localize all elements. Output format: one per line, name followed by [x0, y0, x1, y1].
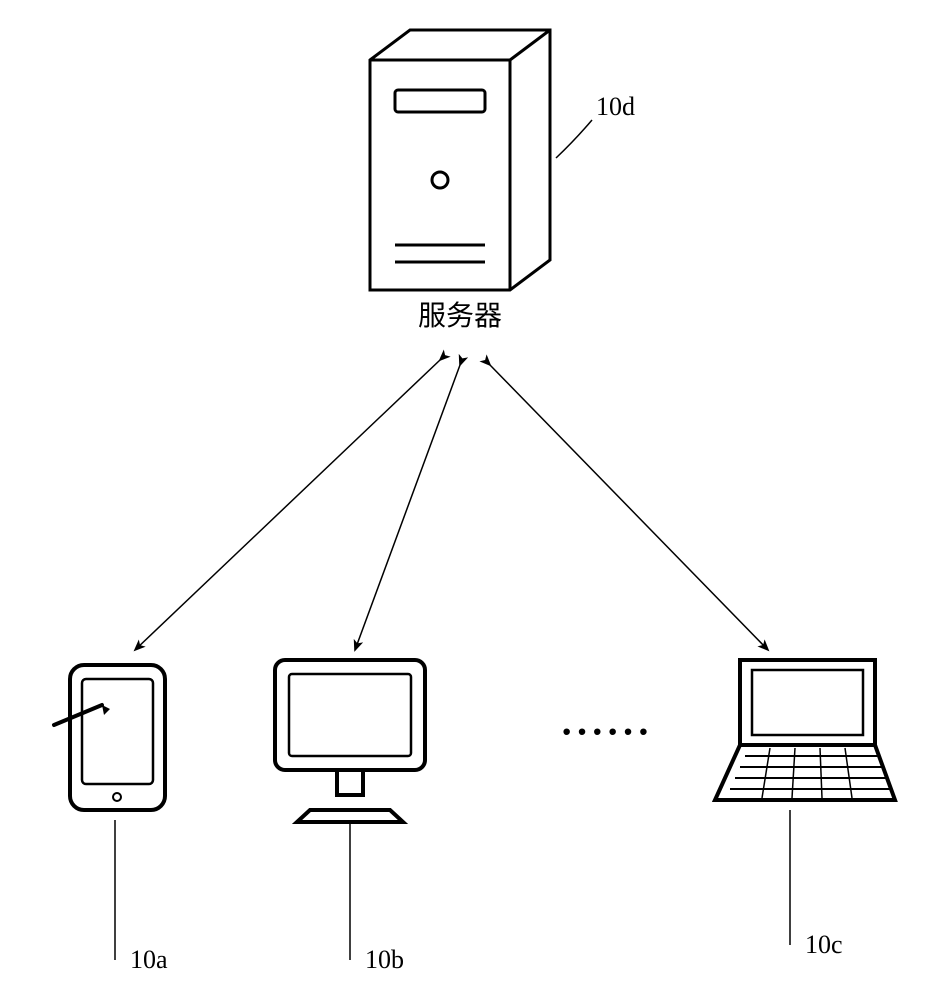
- connection-arrow: [135, 360, 440, 650]
- connection-arrow: [490, 365, 768, 650]
- server-ref-leader: [556, 120, 592, 158]
- desktop-node: [275, 660, 425, 822]
- connection-arrow: [355, 365, 460, 650]
- tablet-node: [54, 665, 165, 810]
- arrows: [135, 360, 768, 650]
- ellipsis: ······: [560, 709, 652, 754]
- server-node: 服务器 10d: [370, 30, 635, 332]
- ref-label: 10a: [130, 945, 168, 974]
- laptop-node: [715, 660, 895, 800]
- ref-label: 10b: [365, 945, 404, 974]
- server-label: 服务器: [418, 300, 502, 332]
- tablet-icon: [54, 665, 165, 810]
- ref-label: 10c: [805, 930, 843, 959]
- server-icon: [370, 30, 550, 290]
- ref-leaders: 10a 10b 10c: [115, 810, 843, 974]
- desktop-icon: [275, 660, 425, 822]
- laptop-icon: [715, 660, 895, 800]
- server-ref: 10d: [596, 92, 635, 121]
